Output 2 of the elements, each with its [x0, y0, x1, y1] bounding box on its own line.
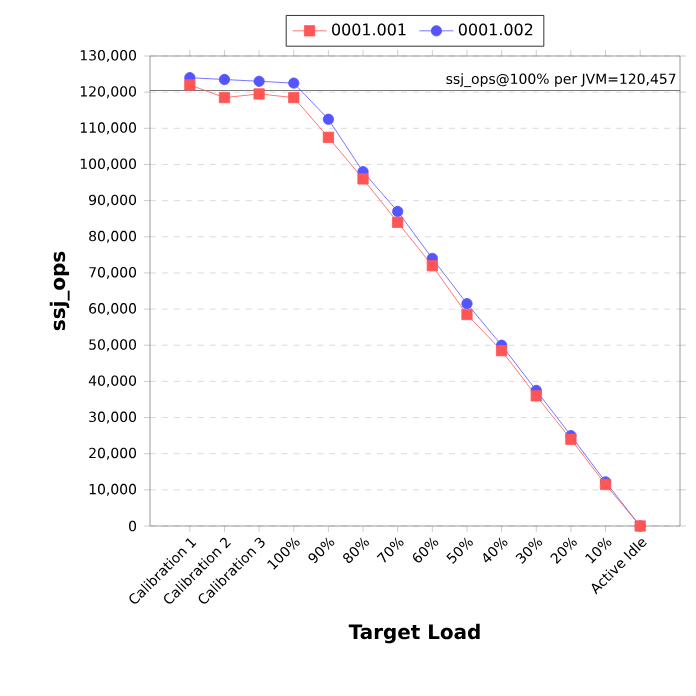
y-axis-title: ssj_ops: [49, 251, 70, 331]
x-axis-title: Target Load: [348, 623, 480, 644]
